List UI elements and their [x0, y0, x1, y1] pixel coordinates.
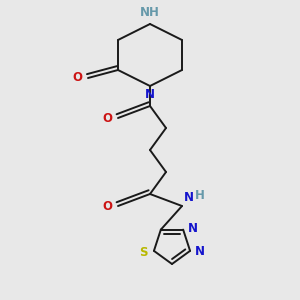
Text: N: N	[188, 222, 198, 235]
Text: NH: NH	[140, 6, 160, 19]
Text: O: O	[102, 112, 112, 124]
Text: O: O	[102, 200, 112, 212]
Text: H: H	[195, 189, 205, 202]
Text: N: N	[145, 88, 155, 101]
Text: N: N	[184, 191, 194, 204]
Text: O: O	[72, 71, 82, 85]
Text: S: S	[140, 246, 148, 260]
Text: N: N	[195, 245, 205, 258]
